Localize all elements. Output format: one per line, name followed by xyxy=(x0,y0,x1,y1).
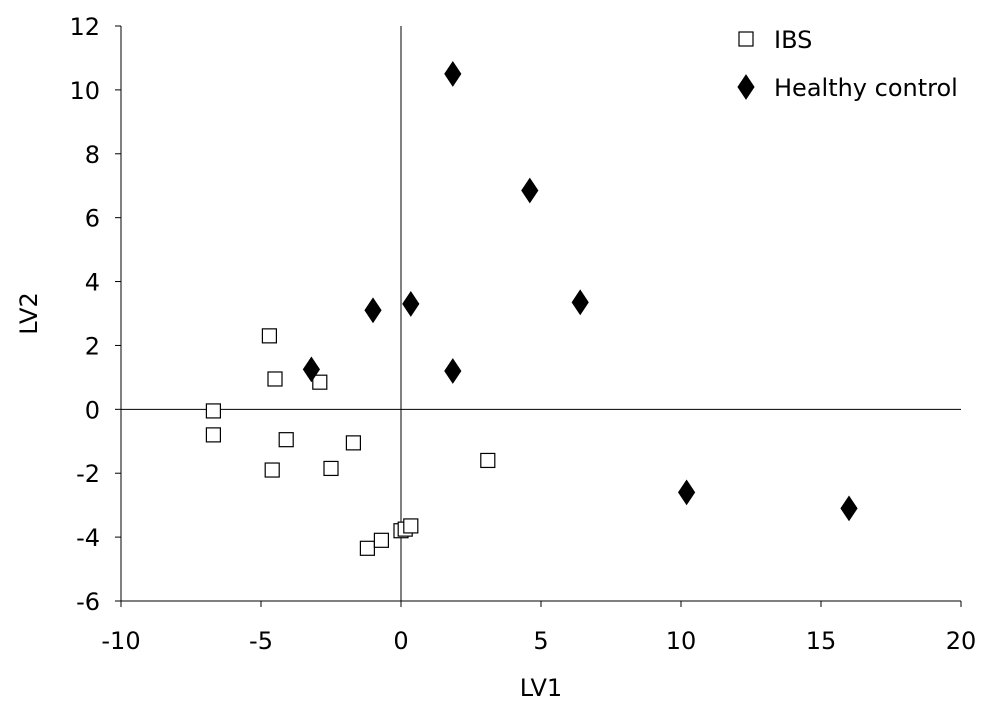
ibs-point xyxy=(261,328,277,344)
healthy-control-point xyxy=(402,291,420,317)
legend: IBS Healthy control xyxy=(737,26,958,102)
healthy-control-point xyxy=(444,61,462,87)
y-tick-label: 12 xyxy=(69,13,100,41)
healthy-control-point xyxy=(571,289,589,316)
legend-marker xyxy=(737,74,755,100)
legend-label: IBS xyxy=(774,26,812,54)
y-tick-label: 6 xyxy=(85,205,100,233)
y-tick-label: 2 xyxy=(85,332,100,360)
ibs-point xyxy=(278,432,294,448)
healthy-control-point xyxy=(677,479,696,506)
y-axis-title: LV2 xyxy=(15,292,43,334)
y-tick-label: -2 xyxy=(76,460,100,488)
healthy-control-point xyxy=(840,495,858,522)
x-tick-label: 20 xyxy=(946,627,977,655)
healthy-control-point xyxy=(302,356,321,383)
ibs-point xyxy=(205,427,221,443)
x-tick-label: 10 xyxy=(666,627,697,655)
healthy-control-point xyxy=(521,177,539,204)
x-tick-label: 0 xyxy=(393,627,408,655)
series-ibs xyxy=(205,328,496,556)
y-tick-label: 8 xyxy=(85,141,100,169)
healthy-control-point xyxy=(364,297,382,324)
y-tick-label: -6 xyxy=(76,588,100,616)
data-points xyxy=(205,61,858,556)
legend-marker xyxy=(738,31,754,47)
x-axis-title: LV1 xyxy=(520,674,562,702)
series-healthy-control xyxy=(302,61,858,522)
healthy-control-point xyxy=(444,358,462,384)
x-tick-label: 5 xyxy=(533,627,548,655)
ibs-point xyxy=(267,371,283,387)
ibs-point xyxy=(205,403,221,419)
ibs-point xyxy=(323,460,339,477)
y-tick-label: 0 xyxy=(85,396,100,424)
ibs-point xyxy=(480,452,496,469)
ibs-point xyxy=(312,374,328,390)
axes: -6 -4 -2 0 2 4 6 8 10 12 -10 -5 0 5 10 15 20 LV1 LV2 xyxy=(15,13,976,702)
ibs-point xyxy=(359,540,375,556)
ibs-point xyxy=(345,435,361,451)
legend-label: Healthy control xyxy=(774,74,958,102)
x-tick-label: -10 xyxy=(101,627,140,655)
ibs-point xyxy=(403,518,419,534)
x-tick-label: -5 xyxy=(249,627,273,655)
x-tick-label: 15 xyxy=(806,627,837,655)
y-tick-label: 10 xyxy=(69,77,100,105)
ibs-point xyxy=(264,462,280,478)
ibs-point xyxy=(373,532,389,548)
y-tick-label: 4 xyxy=(85,269,100,297)
y-tick-label: -4 xyxy=(76,524,100,552)
